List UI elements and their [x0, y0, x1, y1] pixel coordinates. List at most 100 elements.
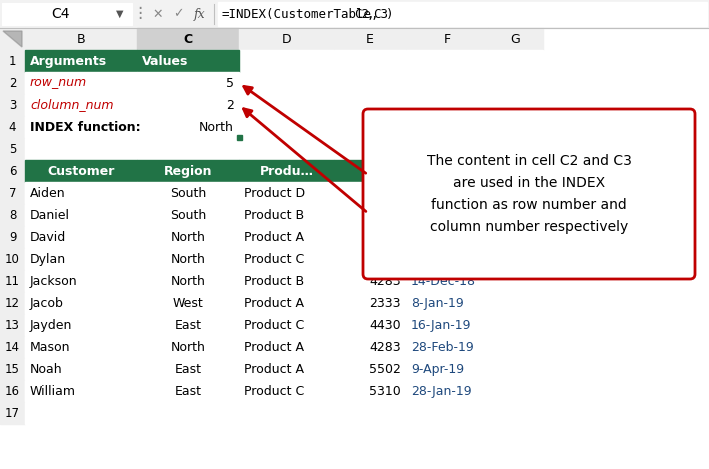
Text: Product B: Product B	[244, 274, 304, 287]
Bar	[239, 72, 334, 94]
Bar	[137, 248, 239, 270]
Bar	[334, 270, 406, 292]
Bar	[334, 204, 406, 226]
Bar	[406, 270, 488, 292]
Bar	[239, 226, 334, 248]
Text: Region: Region	[164, 165, 212, 177]
Text: 12: 12	[5, 296, 20, 310]
Bar	[406, 28, 488, 50]
Bar	[25, 380, 137, 402]
Bar	[25, 160, 137, 182]
Bar	[137, 182, 239, 204]
Bar	[239, 182, 334, 204]
Bar	[406, 358, 488, 380]
Bar	[239, 50, 334, 72]
Bar	[0, 182, 25, 204]
Bar	[488, 358, 543, 380]
Bar	[25, 50, 137, 72]
Text: C2: C2	[354, 8, 369, 21]
Text: F: F	[443, 32, 450, 45]
Bar	[239, 204, 334, 226]
Text: The content in cell C2 and C3
are used in the INDEX
function as row number and
c: The content in cell C2 and C3 are used i…	[427, 154, 632, 234]
Bar	[239, 248, 334, 270]
Bar	[239, 292, 334, 314]
Bar	[239, 160, 334, 182]
Bar	[334, 402, 406, 424]
Text: 16: 16	[5, 385, 20, 398]
Text: South: South	[170, 209, 206, 221]
Bar	[406, 402, 488, 424]
Bar	[406, 248, 488, 270]
Bar	[239, 358, 334, 380]
Bar	[0, 138, 25, 160]
Bar	[488, 380, 543, 402]
Bar	[25, 336, 137, 358]
Text: Product B: Product B	[244, 209, 304, 221]
Bar	[488, 182, 543, 204]
Bar	[239, 270, 334, 292]
Text: 14: 14	[5, 340, 20, 354]
Bar	[406, 248, 488, 270]
Bar	[239, 314, 334, 336]
Bar	[0, 50, 25, 72]
Bar	[488, 116, 543, 138]
Text: 5502: 5502	[369, 363, 401, 376]
Bar	[239, 314, 334, 336]
Bar	[137, 94, 239, 116]
Bar	[137, 336, 239, 358]
Bar	[488, 336, 543, 358]
Bar	[25, 138, 137, 160]
Bar	[406, 204, 488, 226]
Bar	[137, 204, 239, 226]
Text: Product A: Product A	[244, 340, 304, 354]
Bar	[334, 28, 406, 50]
Bar	[0, 72, 25, 94]
Bar	[406, 402, 488, 424]
Bar	[372, 8, 387, 21]
Text: Customer: Customer	[48, 165, 115, 177]
Text: South: South	[170, 187, 206, 199]
Bar	[488, 28, 543, 50]
Bar	[137, 380, 239, 402]
Bar	[488, 248, 543, 270]
Text: Product C: Product C	[244, 318, 304, 332]
Bar	[0, 314, 25, 336]
Text: 3: 3	[9, 98, 16, 112]
Bar	[0, 358, 25, 380]
Bar	[406, 358, 488, 380]
Bar	[488, 226, 543, 248]
Bar	[334, 270, 406, 292]
Bar	[137, 72, 239, 94]
Text: Daniel: Daniel	[30, 209, 70, 221]
Bar	[488, 138, 543, 160]
Bar	[239, 116, 334, 138]
Bar	[239, 336, 334, 358]
Bar	[137, 358, 239, 380]
Bar	[2, 3, 132, 25]
Bar	[25, 358, 137, 380]
Bar	[488, 314, 543, 336]
Bar	[137, 94, 239, 116]
Bar	[0, 270, 25, 292]
Text: Jacob: Jacob	[30, 296, 64, 310]
Text: 28-Jan-19: 28-Jan-19	[411, 385, 471, 398]
Text: 5109: 5109	[369, 252, 401, 265]
Bar	[25, 248, 137, 270]
Bar	[406, 116, 488, 138]
Bar	[25, 226, 137, 248]
Bar	[334, 182, 406, 204]
Bar	[239, 336, 334, 358]
Bar	[25, 270, 137, 292]
Bar	[0, 380, 25, 402]
Bar	[406, 182, 488, 204]
Bar	[334, 116, 406, 138]
Bar	[137, 336, 239, 358]
Bar	[137, 336, 239, 358]
Bar	[137, 72, 239, 94]
Bar	[25, 94, 137, 116]
Bar	[406, 248, 488, 270]
Bar	[0, 72, 25, 94]
Bar	[334, 314, 406, 336]
Bar	[334, 248, 406, 270]
Bar	[137, 248, 239, 270]
